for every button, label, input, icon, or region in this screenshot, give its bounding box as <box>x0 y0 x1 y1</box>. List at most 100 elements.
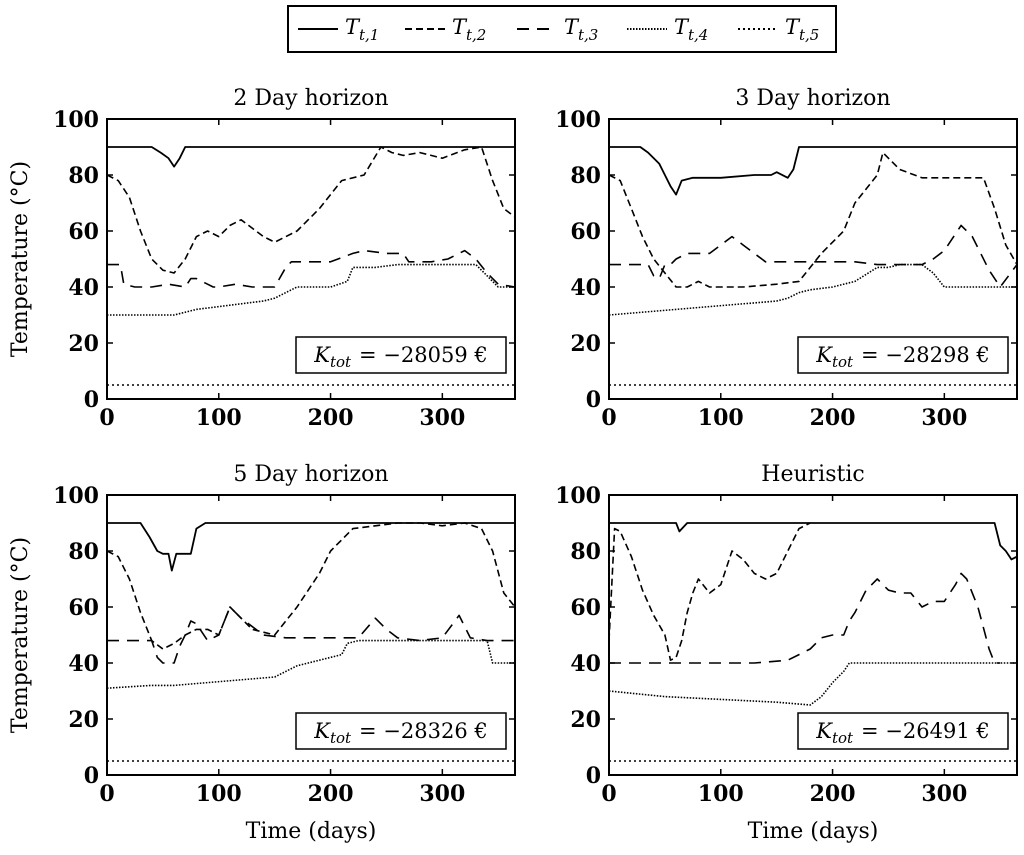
y-tick-label: 20 <box>570 707 601 733</box>
y-axis-label: Temperature (°C) <box>8 161 33 357</box>
x-tick-label: 100 <box>196 781 242 807</box>
x-tick-label: 300 <box>419 781 465 807</box>
series-group <box>609 146 1017 386</box>
panel-title: 2 Day horizon <box>233 86 388 111</box>
x-tick-label: 0 <box>99 405 114 431</box>
y-tick-label: 20 <box>68 331 99 357</box>
y-tick-label: 80 <box>68 539 99 565</box>
y-tick-label: 80 <box>570 539 601 565</box>
panel-title: 3 Day horizon <box>735 86 890 111</box>
plot-frame <box>106 494 516 776</box>
legend: Tt,1 Tt,2 Tt,3 Tt,4 Tt,5 <box>287 5 837 53</box>
series-group <box>107 146 515 386</box>
y-tick-label: 40 <box>68 651 99 677</box>
plot-frame <box>608 118 1018 400</box>
series-line-1 <box>107 522 515 572</box>
series-line-2 <box>609 151 1017 288</box>
x-tick-label: 300 <box>921 405 967 431</box>
series-group <box>107 522 515 762</box>
y-axis-label: Temperature (°C) <box>8 537 33 733</box>
annotation-box <box>295 336 507 374</box>
x-tick-label: 100 <box>698 405 744 431</box>
y-tick-label: 40 <box>570 275 601 301</box>
x-tick-label: 100 <box>196 405 242 431</box>
cost-annotation: Ktot = −28326 € <box>295 712 507 750</box>
legend-entry-4: Tt,4 <box>627 15 708 44</box>
x-tick-label: 200 <box>308 405 354 431</box>
annotation-text: Ktot = −28326 € <box>313 719 488 747</box>
series-line-3 <box>107 606 515 664</box>
x-tick-label: 300 <box>419 405 465 431</box>
series-line-4 <box>107 639 515 689</box>
panel-title: 5 Day horizon <box>233 462 388 487</box>
series-line-2 <box>107 146 515 274</box>
series-line-3 <box>609 572 1001 664</box>
x-tick-label: 0 <box>601 781 616 807</box>
annotation-box <box>797 336 1009 374</box>
series-line-4 <box>609 662 1017 706</box>
y-tick-label: 60 <box>68 595 99 621</box>
series-line-1 <box>609 146 1017 196</box>
cost-annotation: Ktot = −28059 € <box>295 336 507 374</box>
cost-annotation: Ktot = −28298 € <box>797 336 1009 374</box>
legend-entry-1: Tt,1 <box>298 15 379 44</box>
series-group <box>609 522 1017 762</box>
y-tick-label: 40 <box>570 651 601 677</box>
chart-panel-3: 5 Day horizon 0 100 200 300 0 20 40 60 80 100 Tempe… <box>8 462 516 844</box>
y-tick-label: 100 <box>53 107 99 133</box>
x-tick-label: 200 <box>308 781 354 807</box>
x-tick-label: 200 <box>810 405 856 431</box>
chart-panel-1: 2 Day horizon 0 100 200 300 0 20 40 60 80 100 Tempe… <box>8 86 516 431</box>
y-tick-label: 100 <box>555 483 601 509</box>
series-line-2 <box>107 522 515 650</box>
legend-label: Tt,5 <box>785 15 819 44</box>
y-tick-label: 0 <box>84 387 99 413</box>
y-tick-label: 100 <box>555 107 601 133</box>
plot-frame <box>106 118 516 400</box>
panel-title: Heuristic <box>761 462 864 487</box>
series-line-4 <box>107 263 515 316</box>
x-tick-label: 0 <box>99 781 114 807</box>
x-tick-label: 200 <box>810 781 856 807</box>
y-tick-label: 40 <box>68 275 99 301</box>
legend-entry-5: Tt,5 <box>738 15 819 44</box>
series-line-4 <box>609 263 1017 316</box>
x-axis-label: Time (days) <box>748 819 879 844</box>
annotation-text: Ktot = −26491 € <box>815 719 990 747</box>
y-tick-label: 80 <box>570 163 601 189</box>
x-tick-label: 100 <box>698 781 744 807</box>
series-line-3 <box>609 224 1017 288</box>
legend-label: Tt,3 <box>564 15 598 44</box>
series-line-1 <box>609 522 1017 561</box>
y-tick-label: 60 <box>68 219 99 245</box>
x-tick-label: 0 <box>601 405 616 431</box>
y-tick-label: 20 <box>570 331 601 357</box>
series-line-1 <box>107 146 515 168</box>
plot-frame <box>608 494 1018 776</box>
y-tick-label: 0 <box>586 763 601 789</box>
y-tick-label: 0 <box>84 763 99 789</box>
y-tick-label: 80 <box>68 163 99 189</box>
legend-entry-3: Tt,3 <box>517 15 598 44</box>
x-tick-label: 300 <box>921 781 967 807</box>
legend-label: Tt,1 <box>345 15 379 44</box>
series-line-2 <box>609 522 811 662</box>
x-axis-label: Time (days) <box>246 819 377 844</box>
annotation-text: Ktot = −28059 € <box>313 343 488 371</box>
series-line-3 <box>107 249 515 288</box>
chart-panel-2: 3 Day horizon 0 100 200 300 0 20 40 60 80 100 Ktot =… <box>555 86 1018 431</box>
y-tick-label: 20 <box>68 707 99 733</box>
y-tick-label: 100 <box>53 483 99 509</box>
legend-label: Tt,4 <box>674 15 708 44</box>
y-tick-label: 60 <box>570 595 601 621</box>
legend-entry-2: Tt,2 <box>405 15 486 44</box>
cost-annotation: Ktot = −26491 € <box>797 712 1009 750</box>
annotation-box <box>295 712 507 750</box>
y-tick-label: 60 <box>570 219 601 245</box>
y-tick-label: 0 <box>586 387 601 413</box>
annotation-text: Ktot = −28298 € <box>815 343 990 371</box>
annotation-box <box>797 712 1009 750</box>
legend-label: Tt,2 <box>452 15 486 44</box>
